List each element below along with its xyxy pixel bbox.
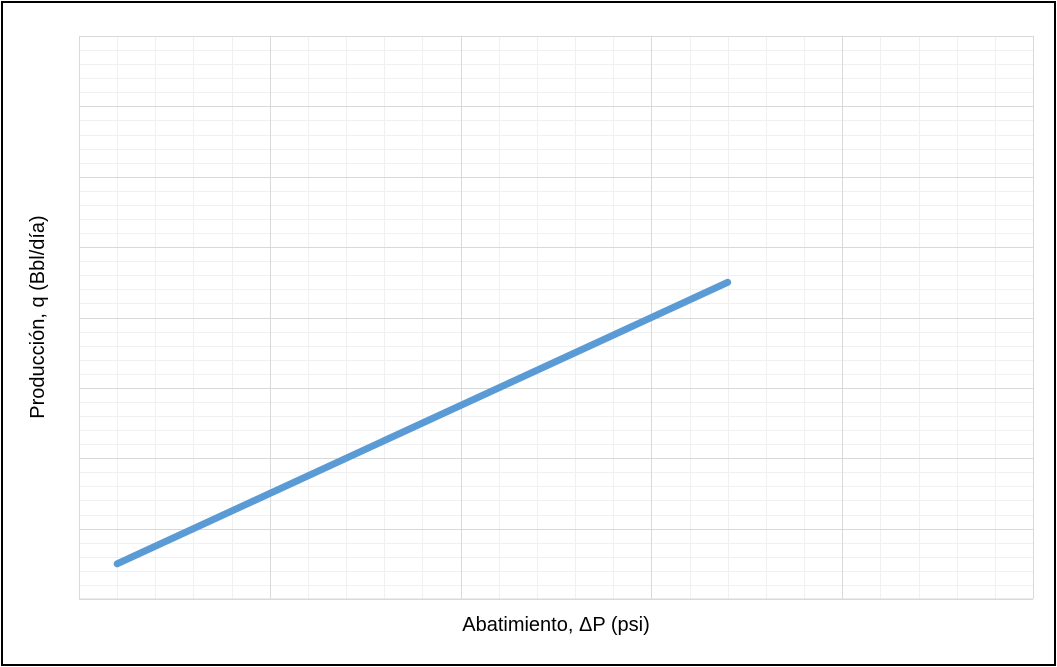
series-line-1 bbox=[113, 278, 732, 568]
series-layer bbox=[113, 278, 732, 568]
x-axis-title: Abatimiento, ΔP (psi) bbox=[462, 614, 650, 636]
minor-gridlines bbox=[79, 36, 1033, 599]
y-axis-title: Producción, q (Bbl/día) bbox=[27, 215, 49, 418]
chart-svg: Abatimiento, ΔP (psi) Producción, q (Bbl… bbox=[27, 36, 1034, 636]
